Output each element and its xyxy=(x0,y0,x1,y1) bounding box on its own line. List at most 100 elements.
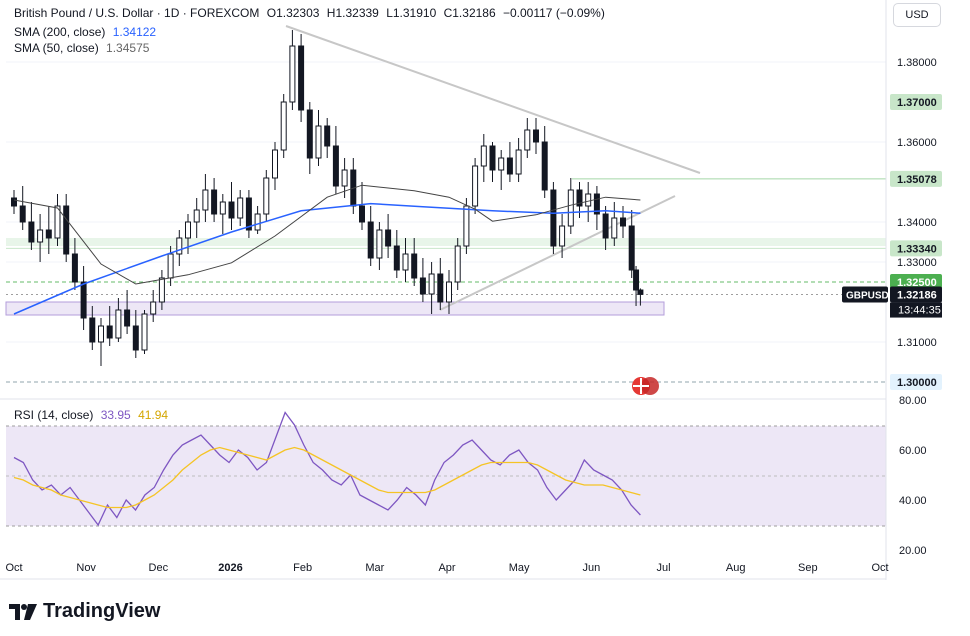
candle-down xyxy=(506,157,513,175)
candle-up xyxy=(54,205,61,239)
symbol-tag-bg xyxy=(842,286,888,303)
price-gridlines xyxy=(6,61,886,343)
candle-down xyxy=(367,221,374,259)
flag-cross-icon xyxy=(633,378,649,394)
news-event-icon[interactable] xyxy=(632,377,659,395)
ohlc-close: C1.32186 xyxy=(443,6,496,20)
rsi-ma-line xyxy=(13,446,641,509)
time-tick-label: Mar xyxy=(365,562,384,574)
price-level-label: 1.32500 xyxy=(897,277,937,289)
descending-trendline xyxy=(285,25,701,174)
time-tick-label: Aug xyxy=(726,562,746,574)
candle-up xyxy=(472,165,479,207)
price-level-badge: 1.32186 xyxy=(890,286,942,303)
candle-down xyxy=(628,225,635,271)
brand-name: TradingView xyxy=(43,600,161,622)
currency-button[interactable]: USD xyxy=(893,3,941,27)
rsi-axis[interactable]: 80.00 60.00 40.00 20.00 xyxy=(899,395,927,557)
tradingview-logo[interactable]: TradingView xyxy=(9,600,160,623)
candle-up xyxy=(237,197,244,219)
price-level-label: 1.33340 xyxy=(897,243,937,255)
rsi-value: 33.95 xyxy=(100,408,131,422)
candle-up xyxy=(289,45,296,103)
sma200-legend[interactable]: SMA (200, close) 1.34122 xyxy=(14,25,160,39)
candle-down xyxy=(19,205,26,223)
price-level-label: 1.30000 xyxy=(897,377,937,389)
price-change: −0.00117 (−0.09%) xyxy=(502,6,605,20)
ohlc-open: O1.32303 xyxy=(266,6,320,20)
candle-down xyxy=(80,281,87,319)
candle-down xyxy=(576,189,583,207)
candle-up xyxy=(341,169,348,187)
sma50-legend[interactable]: SMA (50, close) 1.34575 xyxy=(14,41,153,55)
candle-down xyxy=(602,213,609,239)
candle-down xyxy=(411,253,418,279)
price-level-badge: 1.30000 xyxy=(890,374,942,390)
ohlc-high: H1.32339 xyxy=(326,6,379,20)
candle-up xyxy=(567,189,574,227)
rsi-tick-label: 80.00 xyxy=(899,395,927,407)
candle-down xyxy=(211,189,218,215)
rsi-line xyxy=(13,411,641,527)
tradingview-logo-icon xyxy=(9,603,37,620)
price-tick-label: 1.34000 xyxy=(897,217,937,229)
candle-up xyxy=(454,245,461,283)
time-tick-label: 2026 xyxy=(218,562,242,574)
symbol-legend[interactable]: British Pound / U.S. Dollar · 1D · FOREX… xyxy=(14,6,609,20)
countdown-label: 13:44:35 xyxy=(898,305,941,317)
time-tick-label: Sep xyxy=(798,562,818,574)
candle-up xyxy=(115,309,122,339)
candle-down xyxy=(393,245,400,271)
rsi-tick-label: 20.00 xyxy=(899,545,927,557)
candle-down xyxy=(437,273,444,303)
candle-down xyxy=(550,189,557,247)
candle-down xyxy=(245,197,252,231)
candle-up xyxy=(254,213,261,231)
candle-down xyxy=(132,325,139,351)
symbol-price-tag: GBPUSD 13:44:35 xyxy=(842,286,942,318)
time-tick-label: Oct xyxy=(5,562,22,574)
price-level-label: 1.35078 xyxy=(897,174,937,186)
candle-down xyxy=(228,201,235,219)
candle-down xyxy=(306,109,313,159)
candle-up xyxy=(98,325,104,343)
rsi-pane[interactable] xyxy=(6,411,886,527)
price-level-badge-bg xyxy=(890,170,942,187)
candle-down xyxy=(124,309,131,327)
price-axis[interactable]: 1.38000 1.36000 1.34000 1.33000 1.31000 xyxy=(897,57,937,349)
candle-up xyxy=(202,189,209,211)
ohlc-low: L1.31910 xyxy=(386,6,437,20)
time-tick-label: Dec xyxy=(149,562,169,574)
price-level-badge: 1.37000 xyxy=(890,94,942,110)
candle-up xyxy=(167,253,174,279)
symbol-title: British Pound / U.S. Dollar · 1D · FOREX… xyxy=(14,6,260,20)
symbol-tag-label: GBPUSD xyxy=(846,291,889,302)
rsi-tick-label: 40.00 xyxy=(899,495,927,507)
price-level-badge-bg xyxy=(890,274,942,290)
rsi-legend[interactable]: RSI (14, close) 33.95 41.94 xyxy=(14,408,172,422)
rsi-tick-label: 60.00 xyxy=(899,445,927,457)
candle-down xyxy=(637,289,644,295)
price-level-badge-bg xyxy=(890,240,942,257)
candle-up xyxy=(480,145,487,167)
candle-up xyxy=(315,125,322,159)
countdown-bg xyxy=(890,302,942,318)
moving-averages xyxy=(13,184,641,315)
price-level-badge: 1.35078 xyxy=(890,170,942,187)
uk-flag-icon-2[interactable] xyxy=(641,377,659,395)
price-tick-label: 1.36000 xyxy=(897,137,937,149)
main-price-pane[interactable] xyxy=(5,25,886,395)
candle-up xyxy=(498,157,505,171)
sma50-label: SMA (50, close) xyxy=(14,41,99,55)
sma200-value: 1.34122 xyxy=(112,25,157,39)
time-axis[interactable]: Oct Nov Dec 2026 Feb Mar Apr May Jun Jul Aug Sep Oct xyxy=(5,562,888,574)
candle-down xyxy=(332,145,339,187)
candle-up xyxy=(611,217,618,239)
time-tick-label: Jun xyxy=(582,562,600,574)
candle-up xyxy=(263,177,270,215)
candle-up xyxy=(463,205,470,247)
rsi-lines xyxy=(13,411,641,527)
candle-down xyxy=(593,193,600,215)
